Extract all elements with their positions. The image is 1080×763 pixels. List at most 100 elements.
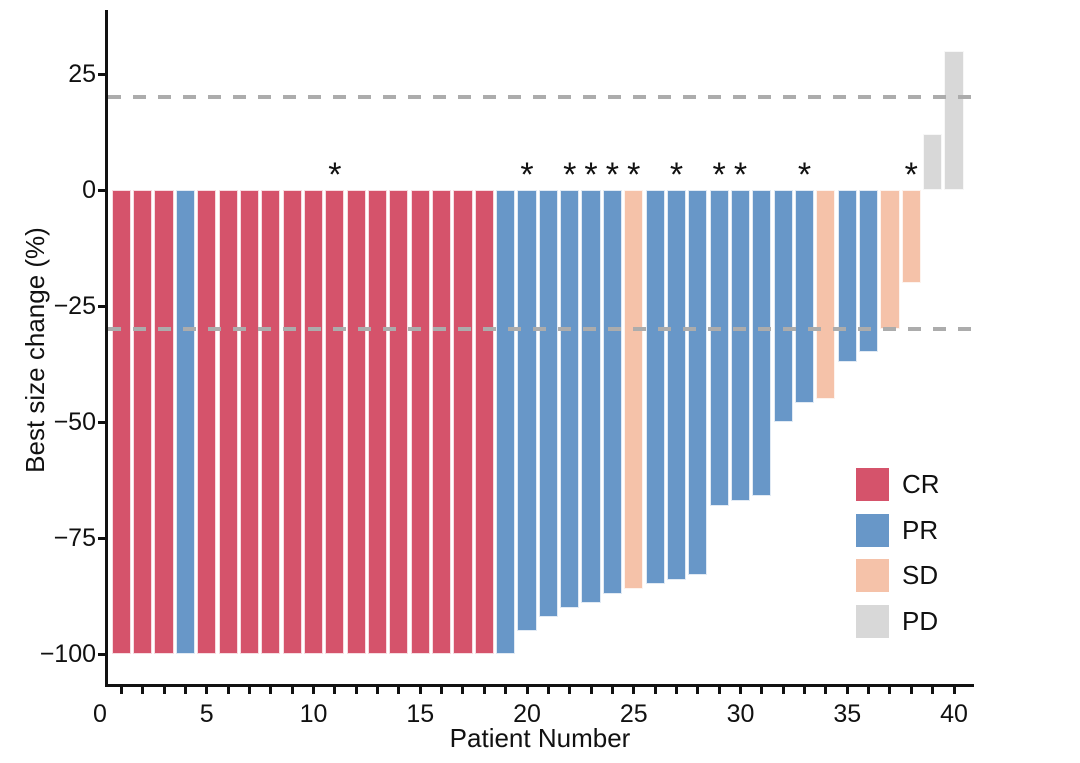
waterfall-bar [133, 190, 153, 654]
waterfall-bar [859, 190, 879, 353]
x-tick [739, 687, 742, 694]
significance-asterisk: * [733, 156, 748, 194]
x-tick [333, 687, 337, 694]
x-tick [205, 687, 209, 694]
x-tick [461, 687, 465, 694]
x-axis-title: Patient Number [449, 723, 631, 753]
waterfall-bar [624, 190, 644, 590]
x-tick-label: 40 [940, 700, 968, 728]
x-tick [568, 687, 572, 694]
waterfall-bar [901, 190, 921, 283]
y-tick [98, 188, 105, 192]
significance-asterisk: * [605, 156, 619, 194]
x-tick [610, 687, 614, 694]
x-tick [803, 687, 807, 694]
x-tick [546, 687, 550, 694]
waterfall-bar [474, 190, 494, 654]
waterfall-bar [346, 190, 366, 654]
waterfall-bar [688, 190, 708, 576]
x-tick [141, 687, 145, 694]
x-tick [717, 687, 721, 694]
waterfall-bar [303, 190, 324, 654]
x-tick-label: 0 [93, 700, 107, 728]
x-tick-label: 10 [299, 700, 328, 728]
significance-asterisk: * [584, 156, 598, 194]
y-tick-label: −75 [53, 524, 96, 552]
x-tick [482, 687, 486, 694]
y-tick [98, 304, 105, 308]
waterfall-bar [880, 190, 900, 330]
waterfall-bar [410, 190, 430, 654]
x-tick-label: 15 [406, 700, 435, 728]
waterfall-bar [709, 190, 729, 506]
x-tick-label: 25 [619, 700, 648, 728]
waterfall-bar [581, 190, 601, 603]
x-tick [269, 687, 273, 694]
x-tick [888, 687, 892, 694]
x-tick-label: 20 [513, 700, 541, 728]
waterfall-bar [923, 134, 943, 190]
x-tick-label: 35 [833, 700, 862, 728]
waterfall-bar [645, 190, 665, 585]
dashed-threshold-line [108, 327, 972, 332]
waterfall-bar [666, 190, 687, 580]
waterfall-bar [154, 190, 174, 654]
significance-asterisk: * [627, 156, 641, 194]
x-tick-label: 5 [199, 700, 214, 728]
y-tick [98, 652, 105, 656]
x-tick [354, 687, 358, 694]
significance-asterisk: * [904, 156, 918, 194]
waterfall-bar [837, 190, 857, 362]
x-tick [632, 687, 636, 694]
waterfall-bar [602, 190, 622, 594]
x-tick [226, 687, 230, 694]
x-tick [696, 687, 700, 694]
significance-asterisk: * [520, 156, 534, 194]
x-tick [418, 687, 422, 694]
waterfall-bar [367, 190, 388, 654]
x-tick [162, 687, 166, 694]
waterfall-bar [389, 190, 409, 654]
waterfall-bar [944, 50, 964, 190]
x-tick [376, 687, 380, 694]
x-tick [931, 687, 935, 694]
y-tick-label: −25 [53, 292, 96, 320]
x-tick [589, 687, 593, 694]
x-tick [247, 687, 251, 694]
x-tick-label: 30 [726, 700, 755, 728]
waterfall-bar [239, 190, 260, 654]
waterfall-bar [197, 190, 217, 654]
x-tick [760, 687, 764, 694]
waterfall-bar [175, 190, 195, 654]
x-tick [909, 687, 913, 694]
waterfall-bar [730, 190, 751, 501]
x-tick [440, 687, 444, 694]
y-tick-label: 0 [82, 176, 96, 204]
significance-asterisk: * [328, 156, 342, 194]
waterfall-bar [453, 190, 473, 654]
waterfall-bar [282, 190, 302, 654]
y-tick [98, 536, 105, 540]
y-tick-label: 25 [68, 60, 96, 88]
x-tick [290, 687, 294, 694]
waterfall-bar [773, 190, 793, 422]
waterfall-bar [111, 190, 131, 654]
x-tick [845, 687, 849, 694]
y-tick [98, 72, 105, 76]
x-tick [312, 687, 315, 694]
waterfall-bar [560, 190, 580, 608]
dashed-threshold-line [108, 95, 972, 100]
x-tick [867, 687, 871, 694]
waterfall-bar [517, 190, 537, 631]
x-tick [824, 687, 828, 694]
x-tick [653, 687, 657, 694]
x-tick [781, 687, 785, 694]
waterfall-bar [432, 190, 452, 654]
x-tick [674, 687, 678, 694]
waterfall-bar [816, 190, 836, 399]
waterfall-bar [794, 190, 815, 404]
y-axis-spine [105, 10, 108, 687]
significance-asterisk: * [563, 156, 577, 194]
x-tick [525, 687, 529, 694]
